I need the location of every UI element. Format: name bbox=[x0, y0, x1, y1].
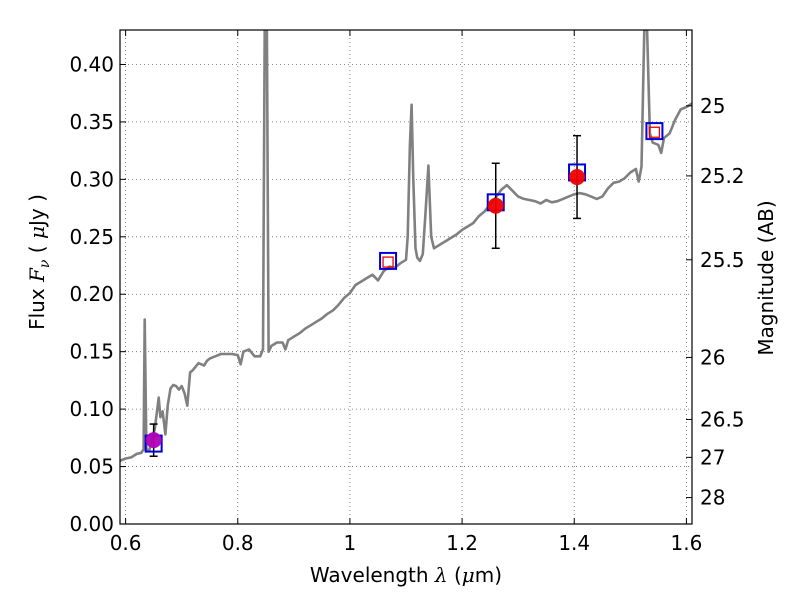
marker-layer bbox=[144, 122, 664, 457]
plot-frame bbox=[119, 29, 693, 525]
grid-lines bbox=[120, 30, 692, 525]
magnitude-tick-label: 27 bbox=[700, 445, 725, 469]
x-tick-label: 0.6 bbox=[110, 531, 142, 555]
model-square-marker-small bbox=[382, 256, 394, 268]
y2-axis-title: Magnitude (AB) bbox=[754, 200, 778, 355]
observed-point bbox=[569, 169, 586, 186]
x-tick-label: 0.8 bbox=[222, 531, 254, 555]
y-tick-label: 0.15 bbox=[69, 340, 114, 364]
x-axis-ticks: 0.6 0.8 1 1.2 1.4 1.6 bbox=[110, 30, 702, 555]
magnitude-tick-label: 26.5 bbox=[700, 407, 745, 431]
x-tick-label: 1 bbox=[344, 531, 357, 555]
y-tick-label: 0.30 bbox=[69, 167, 114, 191]
magnitude-tick-label: 25 bbox=[700, 94, 725, 118]
y-tick-label: 0.05 bbox=[69, 455, 114, 479]
x-tick-label: 1.4 bbox=[558, 531, 590, 555]
observed-point bbox=[487, 197, 504, 214]
y-tick-label: 0.10 bbox=[69, 397, 114, 421]
y-tick-label: 0.00 bbox=[69, 512, 114, 536]
y-tick-label: 0.25 bbox=[69, 225, 114, 249]
model-square-marker-small bbox=[648, 126, 661, 138]
y-axis-title: Flux Fν ( μJy ) bbox=[25, 194, 53, 330]
x-axis-title: Wavelength λ (μm) bbox=[310, 563, 502, 587]
y-axis-ticks: 0.00 0.05 0.10 0.15 0.20 0.25 0.30 0.35 0.40 bbox=[69, 52, 126, 536]
x-tick-label: 1.2 bbox=[446, 531, 478, 555]
magnitude-tick-label: 25.2 bbox=[700, 164, 745, 188]
y-tick-label: 0.40 bbox=[69, 52, 114, 76]
magnitude-tick-label: 26 bbox=[700, 345, 725, 369]
magnitude-axis-ticks: 25 25.2 25.5 26 26.5 27 28 bbox=[686, 94, 745, 510]
plot-data bbox=[120, 30, 692, 463]
observed-point bbox=[145, 432, 162, 449]
y-tick-label: 0.20 bbox=[69, 282, 114, 306]
model-square-marker bbox=[379, 251, 398, 270]
spectrum-layer bbox=[120, 30, 692, 463]
spectrum-line bbox=[120, 30, 692, 463]
model-square-marker bbox=[645, 122, 664, 141]
y-tick-label: 0.35 bbox=[69, 110, 114, 134]
magnitude-tick-label: 25.5 bbox=[700, 248, 745, 272]
x-tick-label: 1.6 bbox=[670, 531, 702, 555]
magnitude-tick-label: 28 bbox=[700, 486, 725, 510]
